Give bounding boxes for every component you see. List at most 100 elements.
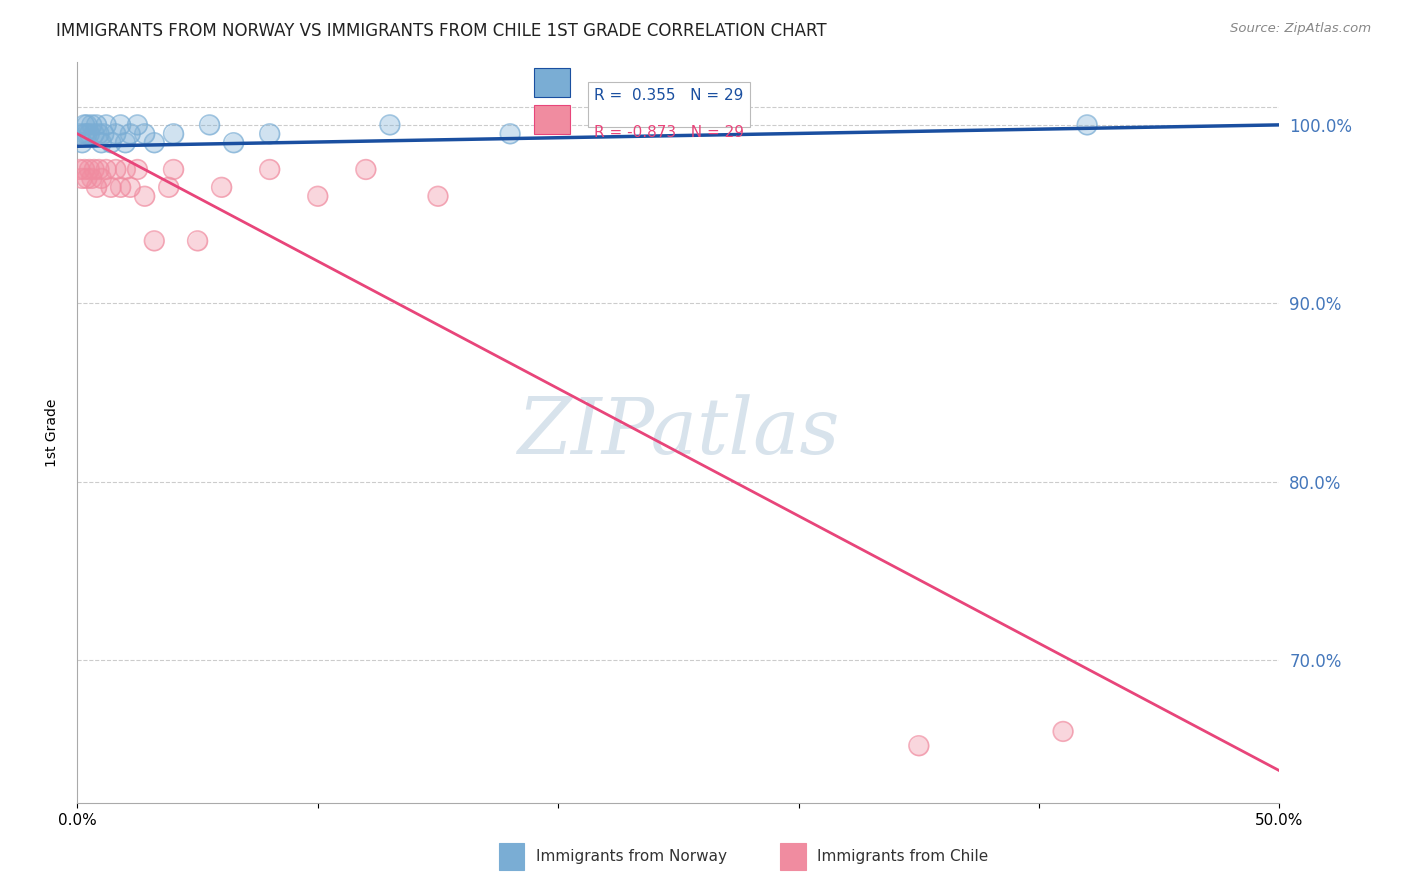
Point	[73, 118, 96, 132]
Point	[211, 180, 233, 194]
Point	[76, 127, 98, 141]
Point	[83, 127, 105, 141]
Point	[87, 162, 110, 177]
Point	[90, 136, 112, 150]
Point	[110, 118, 132, 132]
Point	[354, 162, 377, 177]
Point	[222, 136, 245, 150]
Text: ZIPatlas: ZIPatlas	[517, 394, 839, 471]
Point	[70, 171, 93, 186]
Point	[307, 189, 329, 203]
Point	[134, 189, 156, 203]
Bar	[534, 68, 571, 97]
Point	[162, 127, 184, 141]
Point	[127, 162, 149, 177]
Point	[76, 118, 98, 132]
Point	[908, 739, 931, 753]
Point	[69, 127, 91, 141]
Point	[79, 127, 101, 141]
Point	[96, 118, 118, 132]
Text: R = -0.873   N = 29: R = -0.873 N = 29	[595, 126, 744, 140]
Point	[143, 136, 166, 150]
Point	[100, 180, 122, 194]
Point	[378, 118, 401, 132]
Point	[70, 136, 93, 150]
Point	[1076, 118, 1098, 132]
Text: IMMIGRANTS FROM NORWAY VS IMMIGRANTS FROM CHILE 1ST GRADE CORRELATION CHART: IMMIGRANTS FROM NORWAY VS IMMIGRANTS FRO…	[56, 22, 827, 40]
Point	[157, 180, 180, 194]
Point	[114, 162, 136, 177]
Point	[76, 171, 98, 186]
Point	[96, 162, 118, 177]
Point	[69, 162, 91, 177]
Point	[83, 127, 105, 141]
Point	[76, 118, 98, 132]
Point	[80, 171, 103, 186]
Point	[79, 127, 101, 141]
Point	[104, 127, 127, 141]
Point	[162, 162, 184, 177]
Point	[259, 127, 281, 141]
Point	[79, 162, 101, 177]
Point	[73, 118, 96, 132]
Point	[76, 171, 98, 186]
Bar	[534, 104, 571, 135]
Point	[143, 234, 166, 248]
Point	[120, 127, 142, 141]
Point	[104, 127, 127, 141]
Point	[134, 127, 156, 141]
Point	[1076, 118, 1098, 132]
Point	[162, 162, 184, 177]
Point	[134, 127, 156, 141]
Point	[114, 136, 136, 150]
Point	[114, 162, 136, 177]
Point	[73, 162, 96, 177]
Point	[80, 118, 103, 132]
Point	[259, 162, 281, 177]
Point	[198, 118, 221, 132]
Point	[427, 189, 450, 203]
Point	[96, 118, 118, 132]
Point	[73, 127, 96, 141]
Text: Source: ZipAtlas.com: Source: ZipAtlas.com	[1230, 22, 1371, 36]
Point	[908, 739, 931, 753]
Point	[1052, 724, 1074, 739]
Point	[120, 180, 142, 194]
Point	[187, 234, 209, 248]
Point	[127, 118, 149, 132]
Point	[90, 171, 112, 186]
Point	[86, 180, 108, 194]
Point	[93, 127, 115, 141]
Point	[87, 127, 110, 141]
Point	[100, 136, 122, 150]
Point	[110, 180, 132, 194]
Point	[143, 136, 166, 150]
Point	[222, 136, 245, 150]
Point	[110, 180, 132, 194]
Point	[93, 127, 115, 141]
Point	[73, 127, 96, 141]
Point	[79, 162, 101, 177]
Point	[69, 127, 91, 141]
Point	[87, 127, 110, 141]
Point	[80, 171, 103, 186]
Y-axis label: 1st Grade: 1st Grade	[45, 399, 59, 467]
Point	[127, 162, 149, 177]
Point	[104, 162, 127, 177]
Point	[83, 162, 105, 177]
Point	[83, 162, 105, 177]
Point	[114, 136, 136, 150]
Point	[187, 234, 209, 248]
Text: Immigrants from Norway: Immigrants from Norway	[536, 849, 727, 863]
Point	[259, 127, 281, 141]
Point	[127, 118, 149, 132]
Point	[100, 180, 122, 194]
Point	[90, 136, 112, 150]
Point	[80, 118, 103, 132]
Point	[100, 136, 122, 150]
Point	[96, 162, 118, 177]
Point	[259, 162, 281, 177]
Point	[143, 234, 166, 248]
Point	[378, 118, 401, 132]
Point	[1052, 724, 1074, 739]
